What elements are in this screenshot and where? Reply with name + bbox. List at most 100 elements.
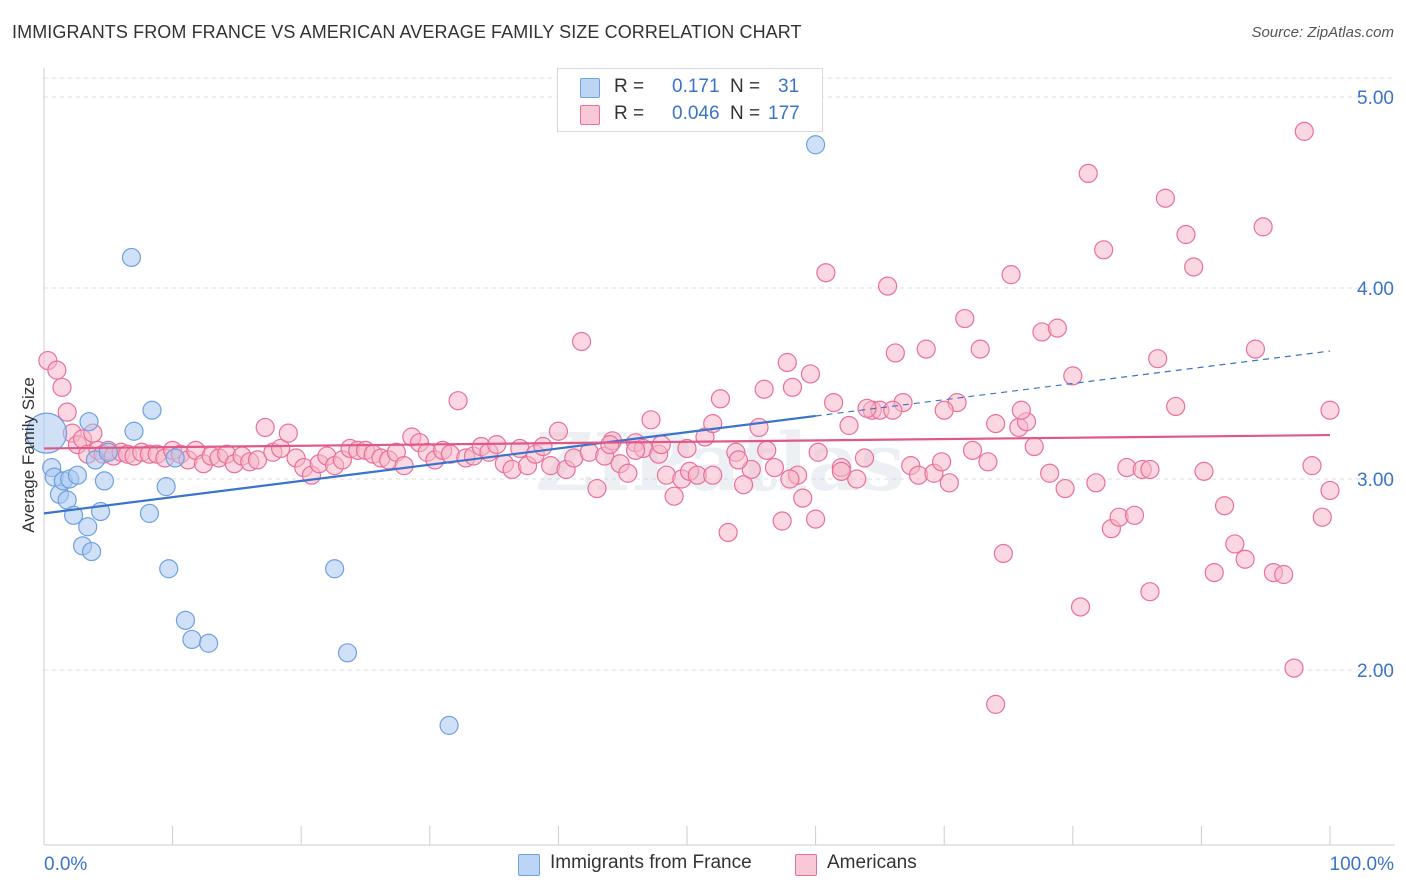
americans-point [993,543,1013,564]
americans-point [1078,163,1098,183]
americans-point [934,400,954,420]
americans-point [47,360,67,380]
france-point [182,629,202,650]
americans-point [677,438,697,459]
france-point [98,442,118,462]
americans-point [1204,562,1224,583]
americans-point [1055,478,1075,499]
trend-lines [43,350,1331,515]
americans-point [247,450,268,470]
americans-point [824,393,844,413]
france-point [199,633,219,653]
americans-point [1274,564,1294,585]
americans-point [1312,507,1332,527]
axes [43,68,1395,846]
americans-point [271,438,291,459]
americans-point [793,488,813,508]
americans-point [618,463,638,483]
y-tick-label: 3.00 [1357,470,1394,491]
france-point [337,643,358,663]
americans-point [772,511,792,531]
france-point [175,610,196,630]
americans-point [816,263,836,283]
americans-point [1040,463,1060,483]
source-label: Source: ZipAtlas.com [1251,24,1394,41]
y-tick-label: 4.00 [1357,279,1394,300]
americans-point [1320,400,1340,420]
americans-point [1320,480,1340,501]
americans-point [1001,265,1021,285]
americans-point [1302,456,1322,476]
americans-point [805,509,826,529]
americans-point [733,475,754,495]
americans-point [57,402,77,422]
americans-point [800,364,821,384]
americans-point [1047,318,1067,338]
americans-point [986,414,1006,434]
americans-trend-line [43,433,1331,450]
americans-point [831,461,851,481]
france-point [156,477,176,497]
americans-point [728,450,749,470]
stats-legend: R = 0.171 N = 31 R = 0.046 N = 177 [557,68,823,132]
france-point [325,559,345,579]
n-value: 31 [778,76,800,97]
y-tick-label: 5.00 [1357,88,1394,109]
americans-point [885,343,905,363]
americans-point [764,457,785,478]
americans-point [1124,505,1145,525]
americans-point [533,436,553,457]
americans-point [854,448,875,468]
americans-point [741,459,761,480]
americans-point [808,442,828,462]
americans-point [939,473,959,493]
americans-point [1235,549,1255,569]
americans-point [1214,496,1235,516]
americans-point [970,339,990,359]
americans-point [1294,121,1314,141]
americans-point [255,417,275,438]
americans-point [641,410,661,430]
americans-point [916,339,936,359]
france-point [94,471,115,491]
france-point [81,541,102,562]
americans-point [710,389,731,409]
americans-point [780,469,800,489]
france-points [25,135,826,735]
americans-point [1166,396,1186,417]
americans-point [978,452,998,472]
france-point [79,412,99,432]
americans-point [1176,224,1196,245]
americans-point [757,440,777,460]
americans-point [1011,400,1031,420]
americans-point [749,417,769,438]
france-point [142,400,162,420]
americans-point [548,421,569,441]
americans-point [703,465,723,485]
france-point [139,503,160,523]
americans-point [1155,188,1175,208]
chart-title: IMMIGRANTS FROM FRANCE VS AMERICAN AVERA… [12,22,802,42]
americans-point [1063,366,1083,386]
americans-point [1148,349,1168,369]
americans-point [600,435,620,455]
americans-point [1140,459,1160,480]
americans-point [1253,217,1273,237]
y-tick-labels: 2.00 3.00 4.00 5.00 [1357,88,1394,682]
americans-point [664,486,684,506]
americans-point [1086,473,1106,493]
americans-point [278,423,298,443]
stats-row-france: R = 0.171 N = 31 [580,75,820,99]
americans-point [1225,534,1245,554]
americans-point [625,440,646,460]
france-point [165,448,185,468]
france-point [67,465,88,485]
americans-point [777,352,797,373]
americans-point [883,400,903,420]
n-label: N = [730,103,761,124]
americans-point [1024,436,1044,457]
legend-label-americans: Americans [827,852,917,873]
n-label: N = [730,76,761,97]
france-point [805,135,826,155]
r-label: R = [614,76,645,97]
